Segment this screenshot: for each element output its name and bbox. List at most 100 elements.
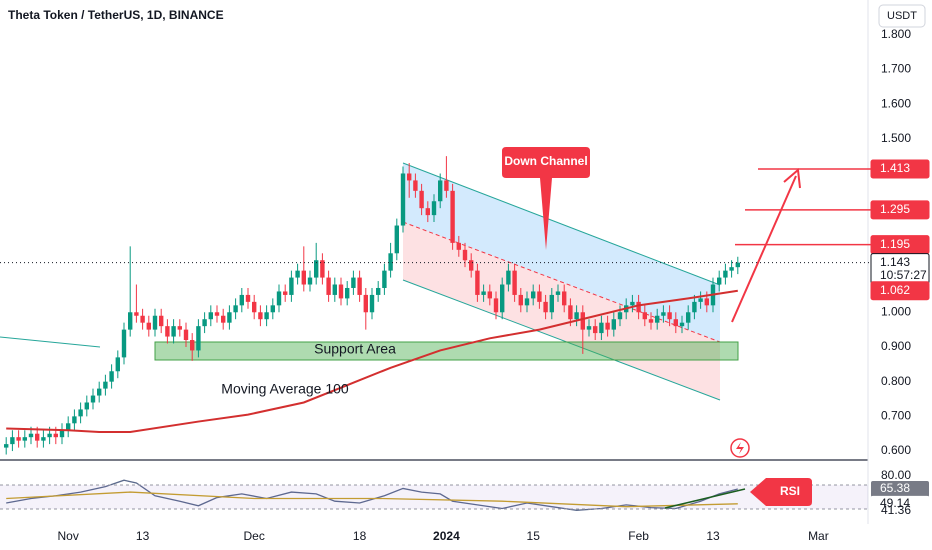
candle-body bbox=[692, 301, 697, 313]
candle-body bbox=[500, 284, 505, 313]
candle-body bbox=[704, 298, 709, 306]
candle-body bbox=[28, 433, 34, 438]
alert-icon bbox=[730, 438, 750, 458]
candle-body bbox=[171, 326, 176, 337]
candle-body bbox=[53, 433, 58, 438]
candle-body bbox=[642, 312, 647, 320]
candle-body bbox=[549, 294, 554, 313]
candle-body bbox=[66, 423, 71, 431]
candle-body bbox=[506, 270, 511, 285]
y-tick-label: 1.600 bbox=[881, 96, 911, 110]
rsi-line bbox=[6, 491, 738, 508]
candle-body bbox=[78, 409, 83, 417]
candle-body bbox=[270, 305, 275, 313]
candle-body bbox=[419, 190, 424, 209]
candle-body bbox=[537, 291, 542, 302]
candle-body bbox=[177, 326, 182, 330]
candle-body bbox=[698, 298, 703, 302]
channel-mid bbox=[402, 221, 721, 343]
candle-body bbox=[636, 301, 641, 313]
candle-body bbox=[686, 312, 691, 323]
candle-body bbox=[159, 315, 164, 327]
candle-body bbox=[543, 301, 548, 313]
candle-body bbox=[630, 301, 635, 306]
arrow-head bbox=[783, 168, 801, 189]
candle-body bbox=[115, 357, 120, 372]
x-tick-label: Dec bbox=[244, 529, 265, 543]
candle-body bbox=[667, 312, 672, 320]
candle-body bbox=[469, 260, 474, 271]
price-label-box bbox=[870, 281, 930, 301]
candle-body bbox=[289, 277, 294, 295]
candle-body bbox=[661, 312, 666, 316]
candle-body bbox=[90, 395, 96, 403]
candle-body bbox=[183, 329, 189, 341]
candle-body bbox=[407, 173, 412, 181]
rsi-value: 49.14 bbox=[880, 496, 910, 510]
candle-body bbox=[121, 329, 127, 358]
ma-label: Moving Average 100 bbox=[221, 381, 349, 397]
candle-body bbox=[673, 319, 678, 327]
candle-body bbox=[221, 315, 226, 323]
candle-body bbox=[59, 430, 65, 438]
candle-body bbox=[524, 298, 530, 306]
y-tick-label: 1.700 bbox=[881, 62, 911, 76]
price-label: 1.413 bbox=[880, 161, 910, 175]
candle-body bbox=[462, 249, 468, 261]
candle-body bbox=[245, 294, 251, 302]
candle-body bbox=[233, 305, 238, 313]
candle-body bbox=[283, 291, 288, 295]
candle-body bbox=[239, 294, 244, 306]
y-tick-label: 0.800 bbox=[881, 374, 911, 388]
candle-body bbox=[450, 190, 455, 243]
candle-body bbox=[382, 270, 387, 288]
candle-body bbox=[295, 270, 300, 278]
candle-body bbox=[97, 388, 102, 396]
candle-body bbox=[475, 270, 480, 295]
candle-body bbox=[103, 381, 108, 389]
candle-body bbox=[258, 312, 263, 320]
candle-body bbox=[487, 291, 492, 299]
support-label: Support Area bbox=[314, 341, 396, 357]
candle-body bbox=[617, 312, 623, 320]
x-tick-label: Feb bbox=[628, 529, 649, 543]
support-area bbox=[154, 341, 739, 361]
candle-body bbox=[202, 319, 207, 327]
candle-body bbox=[345, 287, 350, 299]
candle-body bbox=[723, 270, 728, 278]
candle-body bbox=[252, 301, 257, 313]
rsi-trend-line bbox=[664, 488, 746, 509]
candle-body bbox=[128, 312, 133, 330]
rsi-value: 65.38 bbox=[880, 481, 910, 495]
rsi-tick-label: 80.00 bbox=[881, 468, 911, 482]
candle-body bbox=[196, 326, 201, 351]
candle-body bbox=[84, 402, 89, 410]
candle-body bbox=[134, 312, 139, 316]
candle-body bbox=[438, 180, 443, 202]
candle-body bbox=[301, 270, 306, 285]
trend-line bbox=[0, 336, 101, 348]
candle-body bbox=[562, 291, 567, 306]
candle-body bbox=[35, 433, 40, 441]
candle-body bbox=[555, 291, 561, 295]
candle-body bbox=[580, 312, 585, 330]
candle-body bbox=[320, 260, 325, 278]
callout-text: Down Channel bbox=[504, 154, 587, 168]
y-tick-label: 0.600 bbox=[881, 443, 911, 457]
rsi-value-box bbox=[871, 495, 929, 512]
candle-body bbox=[593, 326, 598, 334]
candle-body bbox=[214, 312, 220, 316]
rsi-tick-label: 41.36 bbox=[881, 503, 911, 517]
candle-body bbox=[599, 322, 604, 334]
y-tick-label: 1.800 bbox=[881, 27, 911, 41]
candle-body bbox=[611, 319, 616, 330]
candle-body bbox=[4, 444, 9, 448]
candle-body bbox=[338, 284, 344, 299]
y-tick-label: 1.000 bbox=[881, 304, 911, 318]
candle-body bbox=[326, 277, 331, 295]
candle-body bbox=[10, 437, 15, 445]
channel-lower bbox=[402, 279, 721, 401]
rsi-value-box bbox=[871, 481, 929, 498]
